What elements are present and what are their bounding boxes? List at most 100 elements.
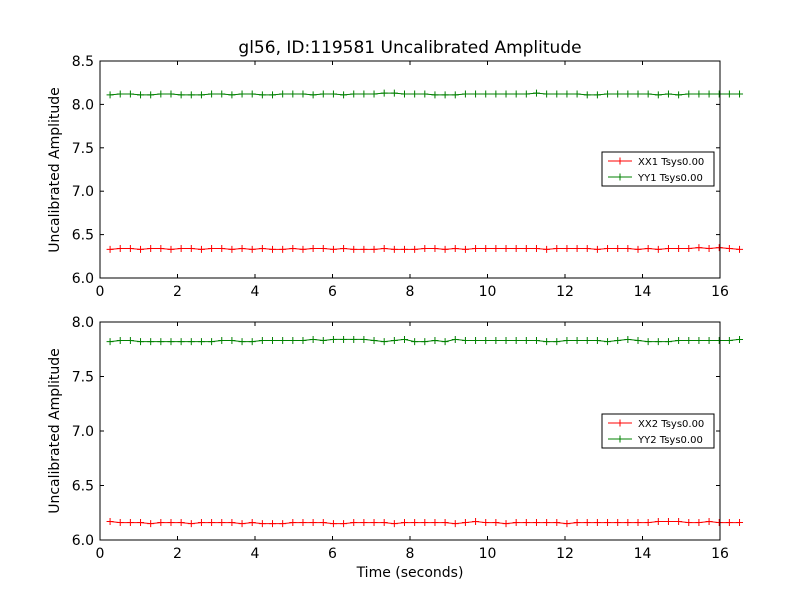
legend-marker bbox=[616, 157, 624, 165]
data-point bbox=[197, 245, 205, 253]
legend-label: XX2 Tsys0.00 bbox=[638, 419, 704, 430]
data-point bbox=[522, 244, 530, 252]
data-point bbox=[431, 91, 439, 99]
data-point bbox=[451, 91, 459, 99]
data-point bbox=[218, 337, 226, 345]
data-point bbox=[451, 244, 459, 252]
x-tick-label: 14 bbox=[634, 284, 652, 300]
data-point bbox=[431, 519, 439, 527]
data-point bbox=[197, 519, 205, 527]
data-point bbox=[380, 89, 388, 97]
data-point bbox=[197, 338, 205, 346]
data-point bbox=[400, 519, 408, 527]
y-tick-label: 7.5 bbox=[72, 141, 94, 157]
data-point bbox=[299, 245, 307, 253]
data-point bbox=[553, 90, 561, 98]
x-tick-label: 4 bbox=[251, 284, 260, 300]
data-point bbox=[421, 519, 429, 527]
data-point bbox=[309, 244, 317, 252]
data-point bbox=[644, 519, 652, 527]
data-point bbox=[553, 244, 561, 252]
data-point bbox=[197, 91, 205, 99]
data-point bbox=[654, 517, 662, 525]
data-point bbox=[644, 244, 652, 252]
data-point bbox=[685, 337, 693, 345]
data-point bbox=[258, 91, 266, 99]
data-point bbox=[472, 517, 480, 525]
bottom-x-axis-label: Time (seconds) bbox=[356, 565, 464, 581]
data-point bbox=[441, 338, 449, 346]
data-point bbox=[421, 338, 429, 346]
data-point bbox=[329, 520, 337, 528]
x-tick-label: 2 bbox=[173, 284, 182, 300]
data-point bbox=[319, 90, 327, 98]
data-point bbox=[106, 338, 114, 346]
data-point bbox=[543, 338, 551, 346]
data-point bbox=[644, 90, 652, 98]
data-point bbox=[705, 517, 713, 525]
data-point bbox=[441, 519, 449, 527]
data-point bbox=[380, 338, 388, 346]
data-point bbox=[279, 337, 287, 345]
data-point bbox=[725, 519, 733, 527]
data-point bbox=[532, 337, 540, 345]
data-point bbox=[157, 90, 165, 98]
data-point bbox=[157, 338, 165, 346]
x-tick-label: 0 bbox=[96, 284, 105, 300]
data-point bbox=[532, 519, 540, 527]
data-point bbox=[218, 519, 226, 527]
data-point bbox=[725, 337, 733, 345]
data-point bbox=[167, 519, 175, 527]
legend: XX2 Tsys0.00 YY2 Tsys0.00 bbox=[601, 413, 715, 449]
data-point bbox=[157, 519, 165, 527]
data-point bbox=[715, 244, 723, 252]
data-point bbox=[116, 244, 124, 252]
data-point bbox=[654, 91, 662, 99]
data-point bbox=[187, 244, 195, 252]
legend-marker bbox=[616, 173, 624, 181]
data-point bbox=[126, 90, 134, 98]
data-point bbox=[147, 244, 155, 252]
data-point bbox=[258, 520, 266, 528]
y-tick-label: 7.0 bbox=[72, 184, 94, 200]
data-point bbox=[715, 519, 723, 527]
data-point bbox=[340, 520, 348, 528]
data-point bbox=[705, 337, 713, 345]
y-tick-label: 7.5 bbox=[72, 370, 94, 386]
data-point bbox=[695, 244, 703, 252]
data-point bbox=[461, 337, 469, 345]
x-tick-label: 10 bbox=[479, 284, 497, 300]
data-point bbox=[248, 338, 256, 346]
data-point bbox=[238, 520, 246, 528]
y-tick-label: 8.0 bbox=[72, 315, 94, 331]
data-point bbox=[299, 519, 307, 527]
x-tick-label: 14 bbox=[634, 546, 652, 562]
data-point bbox=[695, 519, 703, 527]
data-point bbox=[705, 244, 713, 252]
data-point bbox=[482, 244, 490, 252]
data-point bbox=[624, 335, 632, 343]
data-point bbox=[451, 520, 459, 528]
data-point bbox=[411, 90, 419, 98]
data-point bbox=[492, 519, 500, 527]
data-point bbox=[187, 520, 195, 528]
series-markers-0-0 bbox=[106, 244, 744, 253]
data-point bbox=[472, 244, 480, 252]
data-point bbox=[116, 90, 124, 98]
data-point bbox=[289, 244, 297, 252]
data-point bbox=[583, 519, 591, 527]
data-point bbox=[573, 519, 581, 527]
data-point bbox=[502, 520, 510, 528]
data-point bbox=[289, 90, 297, 98]
legend: XX1 Tsys0.00 YY1 Tsys0.00 bbox=[601, 151, 715, 187]
data-point bbox=[289, 337, 297, 345]
data-point bbox=[309, 519, 317, 527]
data-point bbox=[715, 90, 723, 98]
data-point bbox=[543, 245, 551, 253]
series-markers-0-1 bbox=[106, 89, 744, 99]
data-point bbox=[319, 337, 327, 345]
data-point bbox=[390, 337, 398, 345]
data-point bbox=[228, 91, 236, 99]
x-tick-label: 6 bbox=[328, 284, 337, 300]
